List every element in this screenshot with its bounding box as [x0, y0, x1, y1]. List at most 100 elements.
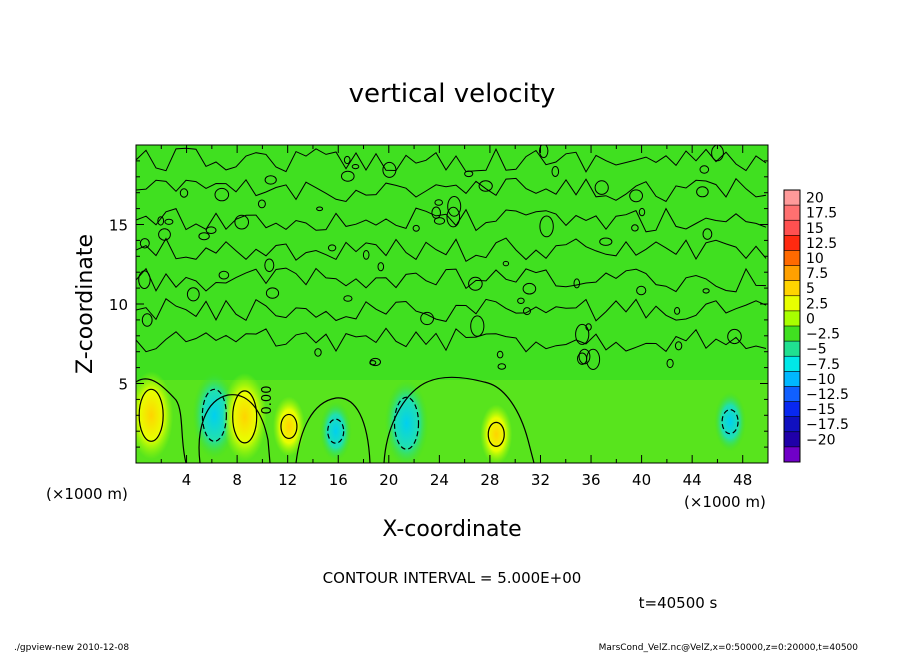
small-contour	[198, 232, 210, 241]
footer-right: MarsCond_VelZ.nc@VelZ,x=0:50000,z=0:2000…	[599, 643, 859, 653]
x-tick-label: 24	[430, 471, 449, 489]
small-contour	[234, 214, 249, 230]
small-contour	[573, 278, 581, 289]
colorbar-swatch	[784, 446, 800, 463]
x-tick-label: 48	[733, 471, 752, 489]
small-contour	[539, 145, 549, 159]
small-contour	[377, 262, 385, 272]
colorbar-label: −12.5	[806, 387, 849, 403]
small-contour	[496, 350, 504, 359]
small-contour	[586, 348, 601, 370]
small-contour	[636, 285, 647, 296]
colorbar-label: 15	[806, 221, 824, 237]
x-tick-label: 32	[531, 471, 550, 489]
colorbar-swatch	[784, 265, 800, 282]
small-contour	[585, 323, 592, 331]
x-tick-label: 28	[480, 471, 499, 489]
y-tick-label: 5	[118, 376, 128, 394]
downdraft-cell	[714, 391, 747, 452]
colorbar-label: 17.5	[806, 206, 837, 222]
contour-interval: CONTOUR INTERVAL = 5.000E+00	[323, 569, 582, 587]
colorbar-swatch	[784, 386, 800, 403]
small-contour	[478, 180, 493, 192]
y-tick-label: 15	[109, 217, 128, 235]
colorbar-swatch	[784, 431, 800, 448]
x-tick-label: 36	[581, 471, 600, 489]
x-tick-label: 20	[379, 471, 398, 489]
negative-contour	[721, 409, 739, 435]
small-contour	[523, 307, 531, 316]
colorbar-swatch	[784, 205, 800, 221]
negative-contour	[327, 418, 345, 444]
small-contour	[141, 313, 153, 327]
colorbar-swatch	[784, 356, 800, 372]
small-contour	[446, 206, 461, 228]
downdraft-cell	[384, 379, 429, 463]
small-contour	[179, 188, 189, 198]
small-contour	[343, 295, 353, 302]
small-contour	[575, 323, 590, 345]
small-contour	[264, 175, 277, 185]
small-contour	[420, 311, 435, 326]
small-contour	[316, 206, 324, 212]
colorbar-swatch	[784, 190, 800, 206]
upper-contour	[136, 147, 767, 173]
updraft-cell	[480, 404, 513, 463]
small-contour	[343, 155, 351, 165]
small-contour	[341, 170, 355, 182]
small-contour	[157, 216, 165, 226]
colorbar-swatch	[784, 371, 800, 387]
small-contour	[539, 215, 554, 238]
small-contour	[412, 224, 420, 232]
y-axis: 5 10 15	[109, 160, 768, 448]
colorbar-label: 20	[806, 191, 824, 207]
small-contour	[464, 170, 474, 178]
negative-contour	[393, 396, 420, 450]
small-contour	[502, 260, 510, 267]
y-axis-label: Z-coordinate	[73, 234, 98, 374]
small-contour	[578, 348, 591, 365]
colorbar-label: −17.5	[806, 417, 849, 433]
positive-contour	[487, 421, 505, 447]
small-contour	[382, 161, 397, 178]
small-contour	[551, 166, 560, 177]
small-contour	[699, 165, 710, 174]
colorbar-swatch	[784, 326, 800, 342]
small-contour	[594, 180, 609, 195]
small-contour	[431, 206, 442, 219]
small-contour	[629, 189, 643, 203]
small-contour	[727, 328, 742, 345]
colorbar-swatch	[784, 280, 800, 297]
small-contour	[447, 196, 462, 217]
small-contour	[470, 315, 485, 337]
time-label: t=40500 s	[639, 594, 718, 612]
small-contour	[711, 145, 724, 162]
colorbar-swatch	[784, 220, 800, 236]
small-contour	[327, 244, 337, 252]
colorbar: 2017.51512.5107.552.50−2.5−5−7.5−10−12.5…	[783, 189, 849, 463]
x-tick-label: 16	[329, 471, 348, 489]
small-contour	[522, 282, 537, 295]
footer-left: ./gpview-new 2010-12-08	[14, 643, 129, 653]
colorbar-swatch	[784, 416, 800, 433]
small-contour	[674, 307, 681, 315]
x-unit-right: (×1000 m)	[684, 493, 766, 511]
colorbar-label: −5	[806, 342, 827, 358]
upper-contour	[136, 267, 767, 293]
colorbar-label: 12.5	[806, 236, 837, 252]
x-tick-label: 40	[632, 471, 651, 489]
upper-contour	[136, 327, 767, 353]
small-contour	[631, 224, 639, 232]
small-contour	[214, 187, 230, 202]
x-tick-label: 8	[232, 471, 242, 489]
colorbar-swatch	[784, 295, 800, 312]
negative-contour	[201, 388, 227, 442]
small-contour	[257, 199, 266, 209]
small-contour	[362, 250, 370, 260]
small-contour	[497, 363, 507, 370]
small-contour	[702, 288, 710, 294]
y-tick-label: 10	[109, 296, 128, 314]
small-contour	[139, 238, 150, 249]
small-contour	[138, 270, 151, 290]
